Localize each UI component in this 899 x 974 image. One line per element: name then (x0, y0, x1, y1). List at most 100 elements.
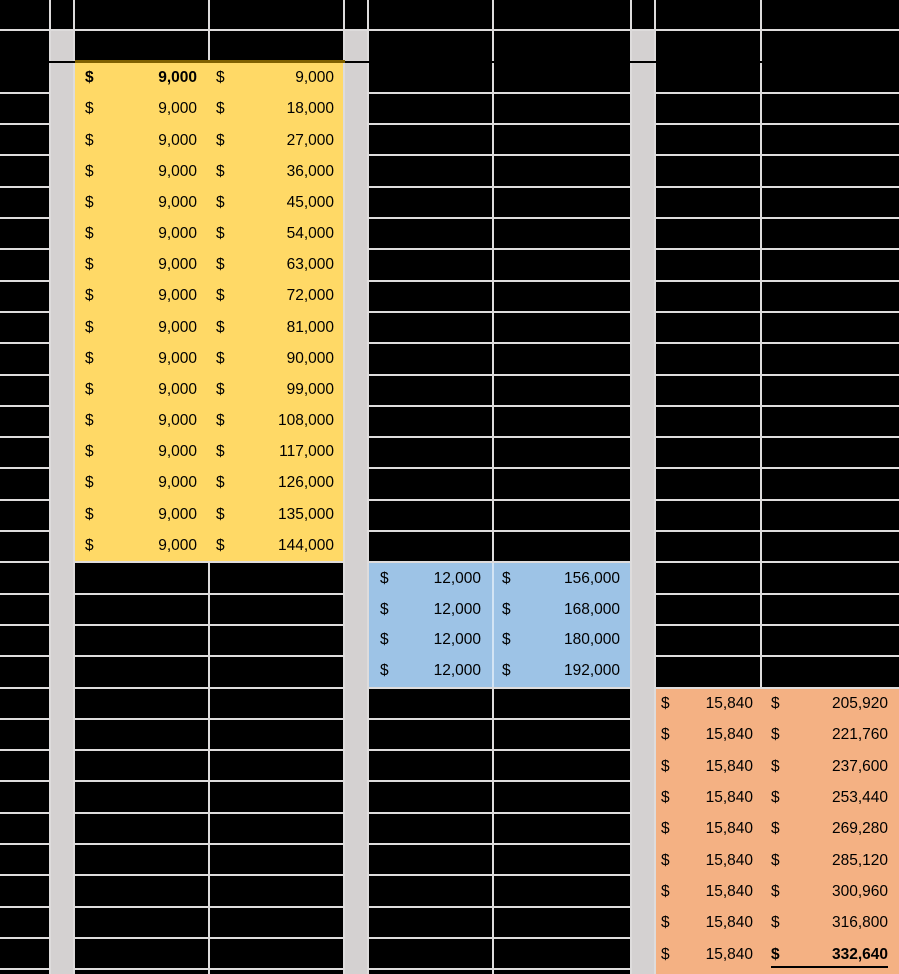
cell-black[interactable] (494, 93, 630, 124)
cell-black[interactable] (369, 375, 492, 405)
cell-black[interactable] (0, 469, 49, 499)
cell-black[interactable] (75, 907, 208, 937)
cell-black[interactable] (762, 438, 899, 468)
cell-black[interactable] (762, 250, 899, 280)
cell-black[interactable] (75, 688, 208, 718)
spacer-column-b[interactable] (51, 31, 73, 974)
cell-black[interactable] (0, 125, 49, 155)
cell-black[interactable] (369, 751, 492, 781)
orange-cumulative-cell[interactable]: $237,600 (762, 751, 899, 782)
cell-black[interactable] (369, 406, 492, 437)
cell-black[interactable] (210, 782, 343, 812)
cell-black[interactable] (0, 657, 49, 687)
cell-black[interactable] (762, 469, 899, 499)
cell-black[interactable] (656, 657, 760, 687)
yellow-payment-cell[interactable]: $9,000 (75, 405, 210, 436)
cell-black[interactable] (656, 625, 760, 656)
orange-cumulative-cell[interactable]: $269,280 (762, 814, 899, 845)
orange-payment-cell[interactable]: $15,840 (656, 689, 762, 720)
cell-black[interactable] (656, 532, 760, 562)
yellow-payment-cell[interactable]: $9,000 (75, 530, 210, 561)
cell-black[interactable] (632, 0, 654, 30)
blue-cumulative-cell[interactable]: $192,000 (494, 656, 630, 687)
cell-black[interactable] (494, 31, 630, 61)
cell-black[interactable] (75, 970, 208, 974)
cell-black[interactable] (0, 845, 49, 875)
orange-cumulative-cell[interactable]: $332,640 (762, 939, 899, 970)
cell-black[interactable] (75, 657, 208, 687)
yellow-cumulative-cell[interactable]: $144,000 (210, 530, 343, 561)
orange-payment-cell[interactable]: $15,840 (656, 751, 762, 782)
cell-black[interactable] (0, 938, 49, 969)
cell-black[interactable] (75, 782, 208, 812)
cell-black[interactable] (494, 219, 630, 249)
cell-black[interactable] (656, 219, 760, 249)
yellow-cumulative-cell[interactable]: $126,000 (210, 468, 343, 499)
cell-black[interactable] (75, 594, 208, 624)
orange-payment-cell[interactable]: $15,840 (656, 720, 762, 751)
cell-black[interactable] (0, 907, 49, 937)
yellow-cumulative-cell[interactable]: $135,000 (210, 499, 343, 530)
cell-black[interactable] (494, 156, 630, 186)
cell-black[interactable] (369, 970, 492, 974)
cell-black[interactable] (494, 375, 630, 405)
blue-payment-cell[interactable]: $12,000 (369, 594, 494, 625)
cell-black[interactable] (0, 876, 49, 906)
cell-black[interactable] (0, 156, 49, 186)
cell-black[interactable] (494, 813, 630, 844)
cell-black[interactable] (656, 500, 760, 531)
cell-black[interactable] (51, 0, 73, 30)
cell-black[interactable] (0, 281, 49, 311)
orange-cumulative-cell[interactable]: $285,120 (762, 845, 899, 876)
cell-black[interactable] (762, 0, 899, 30)
cell-black[interactable] (369, 125, 492, 155)
cell-black[interactable] (369, 876, 492, 906)
cell-black[interactable] (0, 813, 49, 844)
cell-black[interactable] (762, 625, 899, 656)
cell-black[interactable] (210, 845, 343, 875)
cell-black[interactable] (369, 907, 492, 937)
yellow-payment-cell[interactable]: $9,000 (75, 94, 210, 125)
cell-black[interactable] (494, 406, 630, 437)
cell-black[interactable] (762, 312, 899, 343)
cell-black[interactable] (762, 406, 899, 437)
yellow-cumulative-cell[interactable]: $90,000 (210, 343, 343, 374)
cell-black[interactable] (0, 782, 49, 812)
cell-black[interactable] (0, 970, 49, 974)
cell-black[interactable] (656, 93, 760, 124)
cell-black[interactable] (75, 938, 208, 969)
orange-cumulative-cell[interactable]: $316,800 (762, 908, 899, 939)
yellow-payment-cell[interactable]: $9,000 (75, 63, 210, 94)
cell-black[interactable] (345, 0, 367, 30)
yellow-payment-cell[interactable]: $9,000 (75, 437, 210, 468)
cell-black[interactable] (369, 93, 492, 124)
cell-black[interactable] (0, 250, 49, 280)
cell-black[interactable] (656, 438, 760, 468)
cell-black[interactable] (75, 0, 208, 30)
yellow-payment-cell[interactable]: $9,000 (75, 499, 210, 530)
cell-black[interactable] (75, 813, 208, 844)
yellow-cumulative-cell[interactable]: $63,000 (210, 250, 343, 281)
orange-payment-cell[interactable]: $15,840 (656, 814, 762, 845)
cell-black[interactable] (762, 532, 899, 562)
yellow-cumulative-cell[interactable]: $18,000 (210, 94, 343, 125)
blue-payment-cell[interactable]: $12,000 (369, 625, 494, 656)
cell-black[interactable] (494, 876, 630, 906)
orange-payment-cell[interactable]: $15,840 (656, 876, 762, 907)
yellow-payment-cell[interactable]: $9,000 (75, 312, 210, 343)
cell-black[interactable] (369, 344, 492, 374)
cell-black[interactable] (0, 93, 49, 124)
yellow-cumulative-cell[interactable]: $36,000 (210, 156, 343, 187)
blue-cumulative-cell[interactable]: $180,000 (494, 625, 630, 656)
cell-black[interactable] (75, 845, 208, 875)
orange-payment-cell[interactable]: $15,840 (656, 845, 762, 876)
cell-black[interactable] (494, 845, 630, 875)
cell-black[interactable] (762, 62, 899, 92)
cell-black[interactable] (494, 907, 630, 937)
cell-black[interactable] (494, 438, 630, 468)
cell-black[interactable] (210, 719, 343, 750)
orange-payment-cell[interactable]: $15,840 (656, 782, 762, 813)
spacer-column-h[interactable] (632, 31, 654, 974)
cell-black[interactable] (0, 219, 49, 249)
yellow-payment-cell[interactable]: $9,000 (75, 374, 210, 405)
